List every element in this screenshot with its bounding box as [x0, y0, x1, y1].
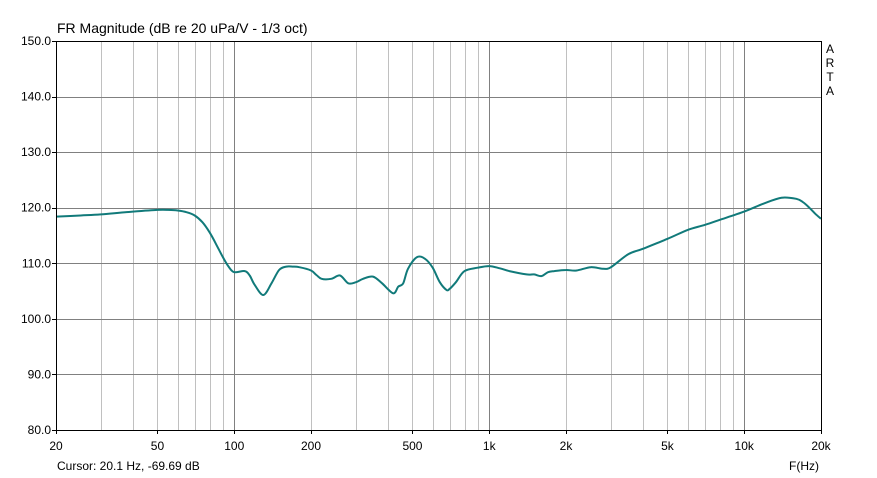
arta-logo: A R T A	[824, 42, 836, 98]
x-axis-ticks: 20 50 100 200 500 1k 2k 5k 10k 20k	[49, 430, 832, 453]
cursor-readout: Cursor: 20.1 Hz, -69.69 dB	[57, 459, 200, 473]
x-tick-label: 500	[402, 439, 422, 453]
x-tick-label: 2k	[560, 439, 574, 453]
x-tick-label: 100	[224, 439, 244, 453]
x-tick-label: 5k	[661, 439, 675, 453]
y-tick-label: 150.0	[21, 34, 51, 48]
y-tick-label: 90.0	[28, 367, 52, 381]
x-tick-label: 50	[151, 439, 165, 453]
x-tick-label: 1k	[483, 439, 497, 453]
series-line-fr-magnitude	[55, 196, 822, 296]
grid	[56, 41, 821, 430]
x-tick-label: 200	[301, 439, 321, 453]
y-tick-label: 80.0	[28, 423, 52, 437]
y-tick-label: 100.0	[21, 312, 51, 326]
plot-frame	[56, 41, 822, 431]
chart-title: FR Magnitude (dB re 20 uPa/V - 1/3 oct)	[57, 20, 308, 36]
y-axis-ticks: 80.0 90.0 100.0 110.0 120.0 130.0 140.0 150.0	[21, 34, 56, 437]
x-tick-label: 20k	[811, 439, 831, 453]
y-tick-label: 130.0	[21, 145, 51, 159]
brand-letter: R	[825, 56, 835, 70]
x-tick-label: 10k	[735, 439, 755, 453]
brand-letter: A	[825, 42, 834, 56]
y-tick-label: 120.0	[21, 201, 51, 215]
x-axis-label: F(Hz)	[789, 459, 819, 473]
brand-letter: A	[825, 84, 834, 98]
x-tick-label: 20	[49, 439, 63, 453]
y-tick-label: 110.0	[22, 256, 51, 270]
y-tick-label: 140.0	[21, 90, 51, 104]
brand-letter: T	[826, 70, 834, 84]
